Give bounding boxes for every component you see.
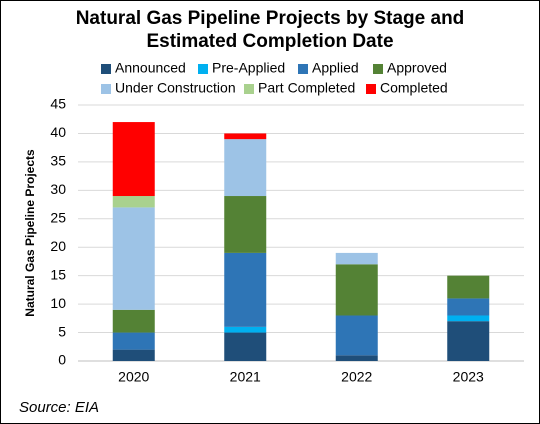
y-tick-label: 0	[58, 352, 66, 368]
y-tick-label: 20	[50, 238, 66, 254]
legend-label: Part Completed	[258, 80, 355, 96]
y-tick-label: 30	[50, 181, 66, 197]
y-tick-label: 40	[50, 124, 66, 140]
bar-segment	[447, 275, 490, 299]
y-tick-label: 25	[50, 209, 66, 225]
bar-segment	[224, 133, 267, 140]
x-tick-label: 2020	[118, 369, 149, 385]
y-tick-label: 15	[50, 266, 66, 282]
bar-segment	[112, 207, 155, 310]
bar-segment	[447, 321, 490, 361]
x-tick-label: 2021	[230, 369, 261, 385]
legend-swatch	[101, 84, 111, 94]
legend-label: Announced	[115, 60, 186, 76]
bar-segment	[224, 332, 267, 361]
x-tick-label: 2022	[341, 369, 372, 385]
bar-segment	[335, 264, 378, 316]
bar-segment	[112, 122, 155, 197]
bar-segment	[224, 252, 267, 327]
bar-segment	[112, 309, 155, 333]
source-note: Source: EIA	[19, 399, 99, 416]
legend-label: Under Construction	[115, 80, 236, 96]
x-tick-label: 2023	[453, 369, 484, 385]
legend-label: Pre-Applied	[212, 60, 285, 76]
bar-segment	[447, 298, 490, 316]
legend-swatch	[101, 64, 111, 74]
legend-swatch	[298, 64, 308, 74]
legend-label: Completed	[380, 80, 448, 96]
bar-segment	[335, 252, 378, 265]
bar-segment	[112, 349, 155, 361]
y-tick-label: 35	[50, 153, 66, 169]
bar-segment	[335, 355, 378, 361]
y-tick-label: 45	[50, 96, 66, 112]
bar-segment	[335, 315, 378, 356]
legend-swatch	[198, 64, 208, 74]
legend-label: Approved	[387, 60, 447, 76]
chart-title: Natural Gas Pipeline Projects by Stage a…	[75, 8, 465, 52]
legend-swatch	[373, 64, 383, 74]
y-tick-label: 10	[50, 295, 66, 311]
legend-swatch	[244, 84, 254, 94]
title-box: Natural Gas Pipeline Projects by Stage a…	[1, 7, 539, 53]
legend-swatch	[366, 84, 376, 94]
bar-segment	[447, 315, 490, 322]
bar-segment	[224, 139, 267, 197]
bar-segment	[224, 196, 267, 253]
y-tick-label: 5	[58, 323, 66, 339]
legend-label: Applied	[312, 60, 359, 76]
bar-segment	[112, 332, 155, 350]
bar-segment	[224, 326, 267, 333]
bar-segment	[112, 196, 155, 208]
y-axis-label: Natural Gas Pipeline Projects	[23, 149, 37, 317]
